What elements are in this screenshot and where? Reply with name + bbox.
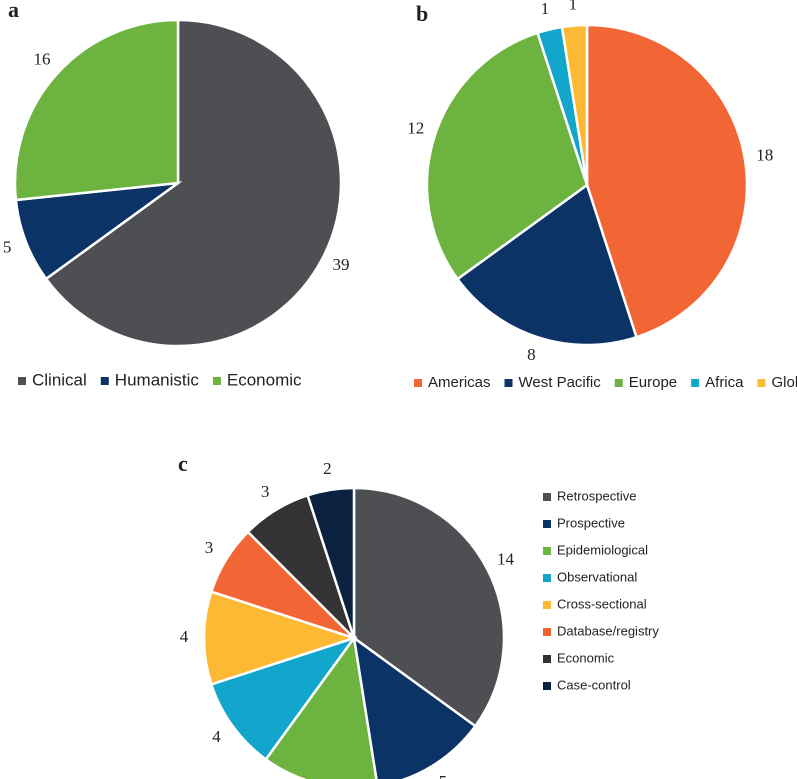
pie-slice — [425, 31, 589, 281]
panel-label: b — [416, 1, 428, 26]
legend-swatch — [691, 379, 700, 387]
legend-label: Prospective — [557, 515, 625, 530]
data-label: 39 — [333, 255, 350, 274]
data-label: 5 — [3, 237, 12, 256]
legend-label: Retrospective — [557, 488, 636, 503]
legend-label: Observational — [557, 569, 637, 584]
legend-swatch — [543, 520, 551, 528]
legend-swatch — [543, 628, 551, 636]
pie-slice — [14, 181, 183, 281]
pie-slice — [560, 23, 589, 186]
panel-label: a — [8, 0, 19, 22]
legend-label: Global — [771, 374, 797, 391]
legend-swatch — [504, 379, 513, 387]
pie-slice — [585, 23, 749, 339]
pie-slice — [306, 486, 356, 639]
legend-label: Case-control — [557, 677, 631, 692]
legend-swatch — [543, 547, 551, 555]
legend-label: Americas — [428, 374, 491, 391]
legend-label: Economic — [557, 650, 615, 665]
legend-label: Database/registry — [557, 623, 659, 638]
legend-swatch — [543, 574, 551, 582]
data-label: 2 — [323, 459, 332, 478]
legend-swatch — [100, 377, 109, 385]
legend-swatch — [543, 493, 551, 501]
data-label: 4 — [212, 727, 221, 746]
legend-label: Africa — [705, 374, 744, 391]
data-label: 18 — [756, 146, 773, 165]
pie-slice — [209, 635, 358, 762]
data-label: 1 — [541, 0, 550, 18]
legend-swatch — [543, 655, 551, 663]
data-label: 3 — [205, 538, 214, 557]
data-label: 4 — [180, 627, 189, 646]
data-label: 14 — [497, 550, 515, 569]
data-label: 3 — [261, 482, 270, 501]
data-label: 12 — [407, 118, 424, 137]
legend-label: West Pacific — [519, 374, 602, 391]
pie-slice — [455, 182, 639, 347]
legend-label: Cross-sectional — [557, 596, 647, 611]
legend-swatch — [414, 379, 422, 387]
pie-slice — [264, 634, 378, 779]
legend-label: Europe — [629, 374, 677, 391]
data-label: 5 — [439, 772, 448, 779]
legend-swatch — [18, 377, 26, 385]
pie-slice — [352, 635, 478, 779]
legend-swatch — [212, 377, 221, 385]
legend-label: Humanistic — [115, 370, 200, 389]
data-label: 16 — [34, 49, 51, 68]
legend-swatch — [543, 601, 551, 609]
data-label: 1 — [569, 0, 578, 13]
panel-label: c — [178, 451, 188, 476]
legend-label: Economic — [227, 370, 302, 389]
pie-slice — [202, 590, 359, 686]
legend-swatch — [543, 682, 551, 690]
pie-slice — [13, 18, 180, 202]
legend-swatch — [757, 379, 766, 387]
legend-swatch — [614, 379, 623, 387]
pie-slice — [44, 18, 343, 348]
legend-label: Epidemiological — [557, 542, 648, 557]
pie-slice — [352, 486, 506, 728]
data-label: 8 — [527, 345, 536, 364]
legend-label: Clinical — [32, 370, 87, 389]
